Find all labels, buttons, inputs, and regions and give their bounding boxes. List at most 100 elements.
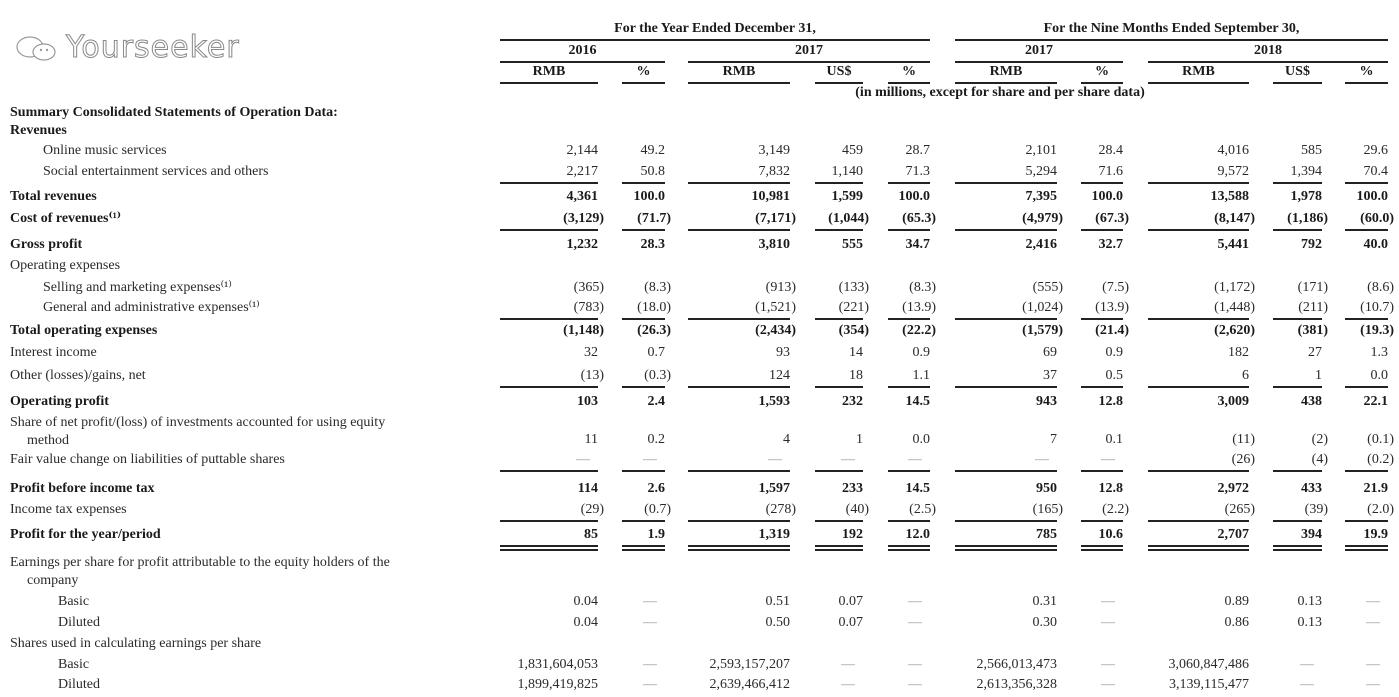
cell-pct-2016: 1.9 — [647, 527, 666, 542]
cell-pct-2018-9m: — — [1366, 657, 1380, 672]
cell-rmb-2018-9m: 2,707 — [1217, 527, 1250, 542]
cell-usd-2017: 232 — [842, 394, 863, 409]
cell-pct-2018-9m: — — [1366, 615, 1380, 630]
cell-rmb-2017: 1,597 — [758, 481, 791, 496]
row-label: Selling and marketing expenses⁽¹⁾ — [43, 280, 232, 295]
cell-usd-2018-9m: (381) — [1297, 323, 1328, 338]
row-label: Other (losses)/gains, net — [10, 368, 146, 383]
cell-rmb-2018-9m: 6 — [1242, 368, 1249, 383]
cell-rmb-2016: 0.04 — [573, 615, 599, 630]
cell-rmb-2017: 1,319 — [758, 527, 791, 542]
cell-usd-2017: (354) — [838, 323, 869, 338]
cell-usd-2017: 14 — [849, 345, 863, 360]
cell-rmb-2017-9m: 950 — [1036, 481, 1057, 496]
rule — [622, 520, 665, 522]
cell-usd-2017: — — [841, 677, 855, 692]
rule — [1345, 520, 1388, 522]
cell-rmb-2018-9m: (2,620) — [1214, 323, 1255, 338]
cell-rmb-2017: 0.51 — [765, 594, 791, 609]
cell-usd-2018-9m: (171) — [1297, 280, 1328, 295]
rule — [1081, 520, 1123, 522]
header-currency-rmb-2017: RMB — [722, 64, 756, 79]
cell-rmb-2017: 93 — [776, 345, 790, 360]
cell-pct-2018-9m: 40.0 — [1363, 237, 1389, 252]
rule — [888, 182, 930, 184]
rule — [815, 318, 863, 320]
header-currency-pct-2017: % — [902, 64, 916, 79]
header-rule — [688, 61, 930, 63]
row-label: Social entertainment services and others — [43, 164, 269, 179]
cell-rmb-2016: (13) — [580, 368, 604, 383]
cell-rmb-2018-9m: (265) — [1224, 502, 1255, 517]
cell-usd-2017: (133) — [838, 280, 869, 295]
cell-pct-2018-9m: (0.1) — [1367, 432, 1394, 447]
cell-pct-2018-9m: 100.0 — [1356, 189, 1389, 204]
rule — [1345, 229, 1388, 231]
cell-pct-2017-9m: 10.6 — [1098, 527, 1124, 542]
cell-pct-2017-9m: 28.4 — [1098, 143, 1124, 158]
cell-rmb-2017: 3,810 — [758, 237, 791, 252]
cell-rmb-2017-9m: 69 — [1043, 345, 1057, 360]
rule — [1148, 182, 1249, 184]
cell-pct-2017-9m: — — [1101, 452, 1115, 467]
cell-usd-2017: 18 — [849, 368, 863, 383]
cell-rmb-2018-9m: (11) — [1232, 432, 1255, 447]
header-rule — [500, 82, 598, 84]
cell-rmb-2016: 1,899,419,825 — [517, 677, 599, 692]
rule — [888, 229, 930, 231]
cell-usd-2017: 1,599 — [831, 189, 864, 204]
rule — [688, 229, 790, 231]
rule — [1345, 182, 1388, 184]
row-label: Diluted — [58, 677, 100, 692]
cell-rmb-2017: 0.50 — [765, 615, 791, 630]
rule — [622, 229, 665, 231]
cell-rmb-2018-9m: 3,009 — [1217, 394, 1250, 409]
double-rule — [1148, 545, 1249, 551]
header-rule — [955, 82, 1057, 84]
cell-usd-2017: 555 — [842, 237, 863, 252]
cell-pct-2017: (65.3) — [902, 211, 936, 226]
header-nine-months: For the Nine Months Ended September 30, — [1043, 21, 1300, 36]
cell-rmb-2016: 4,361 — [566, 189, 599, 204]
cell-pct-2017-9m: (67.3) — [1095, 211, 1129, 226]
header-currency-pct-2018-9m: % — [1359, 64, 1374, 79]
cell-pct-2016: (0.3) — [644, 368, 671, 383]
cell-pct-2017: 14.5 — [905, 394, 931, 409]
cell-pct-2016: 50.8 — [640, 164, 666, 179]
cell-rmb-2017: 7,832 — [758, 164, 791, 179]
cell-rmb-2017-9m: 7,395 — [1025, 189, 1058, 204]
cell-rmb-2018-9m: 9,572 — [1217, 164, 1250, 179]
cell-usd-2017: 0.07 — [838, 594, 864, 609]
cell-rmb-2017: — — [768, 452, 782, 467]
cell-rmb-2017-9m: (1,024) — [1022, 300, 1063, 315]
row-label: Basic — [58, 594, 90, 609]
cell-pct-2016: — — [643, 657, 657, 672]
cell-rmb-2017: (913) — [765, 280, 796, 295]
cell-rmb-2017: (2,434) — [755, 323, 796, 338]
cell-rmb-2016: (365) — [573, 280, 604, 295]
rule — [1273, 470, 1322, 472]
cell-rmb-2017-9m: 785 — [1036, 527, 1057, 542]
cell-rmb-2017-9m: 37 — [1043, 368, 1057, 383]
header-rule — [1148, 61, 1388, 63]
double-rule — [815, 545, 863, 551]
cell-pct-2017: 100.0 — [898, 189, 931, 204]
cell-usd-2018-9m: (39) — [1304, 502, 1328, 517]
header-currency-pct-2016: % — [636, 64, 651, 79]
cell-pct-2017: (22.2) — [902, 323, 936, 338]
rule — [1148, 386, 1249, 388]
double-rule — [622, 545, 665, 551]
double-rule — [1081, 545, 1123, 551]
rule — [1081, 386, 1123, 388]
cell-pct-2016: — — [643, 594, 657, 609]
cell-pct-2017: 1.1 — [912, 368, 931, 383]
cell-pct-2017-9m: (21.4) — [1095, 323, 1129, 338]
cell-pct-2016: — — [643, 677, 657, 692]
rule — [888, 520, 930, 522]
cell-rmb-2016: 1,831,604,053 — [517, 657, 599, 672]
cell-pct-2017: — — [908, 677, 922, 692]
row-label: Profit before income tax — [10, 481, 155, 496]
cell-usd-2018-9m: (1,186) — [1287, 211, 1328, 226]
cell-rmb-2018-9m: (1,448) — [1214, 300, 1255, 315]
header-rule — [888, 82, 930, 84]
